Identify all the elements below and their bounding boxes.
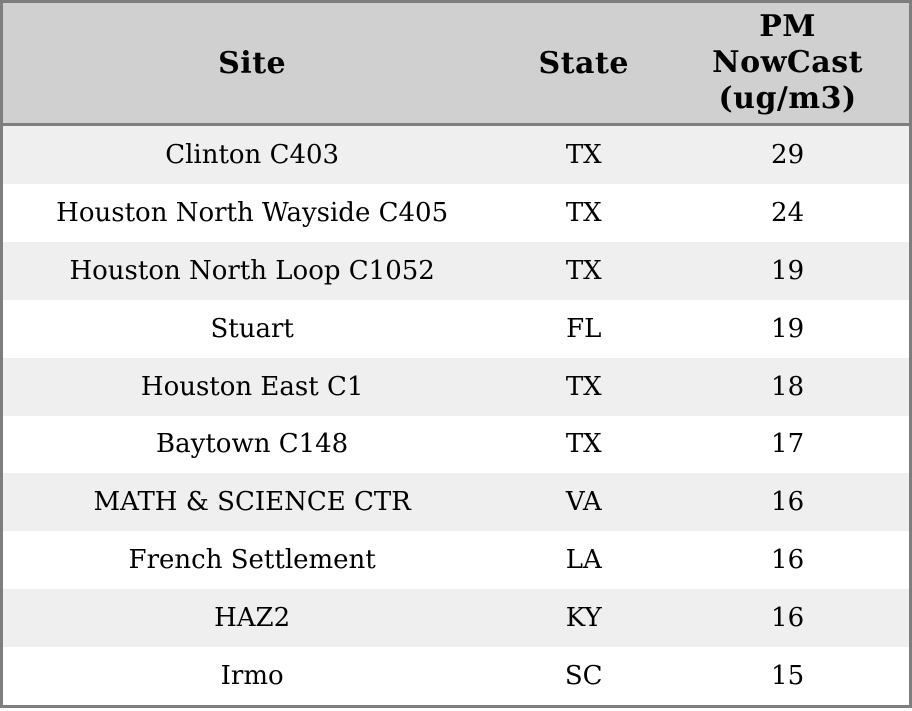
state-cell: VA <box>565 487 602 518</box>
table-header-row: Site State PM NowCast (ug/m3) <box>3 3 909 126</box>
column-header-site: Site <box>218 45 287 81</box>
state-cell: TX <box>565 429 602 460</box>
state-cell: FL <box>566 313 602 344</box>
pm-header-line-3: (ug/m3) <box>718 81 857 116</box>
state-cell: LA <box>565 545 602 576</box>
site-cell: Irmo <box>220 661 284 692</box>
state-cell: TX <box>565 139 602 170</box>
pm-cell: 17 <box>771 429 805 460</box>
pm-cell: 16 <box>771 545 805 576</box>
pm-cell: 19 <box>771 313 805 344</box>
pm-cell: 18 <box>771 371 805 402</box>
site-cell: Houston East C1 <box>140 371 364 402</box>
site-cell: Stuart <box>210 313 294 344</box>
table-row: Baytown C148 TX 17 <box>3 415 909 474</box>
column-header-pm-nowcast: PM NowCast (ug/m3) <box>666 9 909 117</box>
pm-header-line-1: PM <box>759 9 816 44</box>
table-row: Houston North Loop C1052 TX 19 <box>3 241 909 300</box>
table-row: MATH & SCIENCE CTR VA 16 <box>3 473 909 532</box>
table-row: Houston East C1 TX 18 <box>3 357 909 416</box>
table-body: Clinton C403 TX 29 Houston North Wayside… <box>3 126 909 706</box>
table-row: French Settlement LA 16 <box>3 531 909 590</box>
site-cell: HAZ2 <box>214 603 291 634</box>
state-cell: KY <box>565 603 602 634</box>
table-row: HAZ2 KY 16 <box>3 589 909 648</box>
site-cell: Houston North Loop C1052 <box>69 255 435 286</box>
site-cell: Clinton C403 <box>165 139 340 170</box>
table-row: Clinton C403 TX 29 <box>3 126 909 184</box>
state-cell: TX <box>565 371 602 402</box>
pm-cell: 15 <box>771 661 805 692</box>
pm-cell: 24 <box>771 197 805 228</box>
site-cell: Houston North Wayside C405 <box>56 197 449 228</box>
table-row: Houston North Wayside C405 TX 24 <box>3 183 909 242</box>
site-cell: French Settlement <box>128 545 376 576</box>
pm-cell: 16 <box>771 487 805 518</box>
site-cell: Baytown C148 <box>156 429 349 460</box>
pm-cell: 29 <box>771 139 805 170</box>
state-cell: SC <box>564 661 603 692</box>
pm-cell: 16 <box>771 603 805 634</box>
column-header-state: State <box>538 45 629 81</box>
pm-header-line-2: NowCast <box>712 45 863 80</box>
state-cell: TX <box>565 197 602 228</box>
table-row: Irmo SC 15 <box>3 647 909 706</box>
table-row: Stuart FL 19 <box>3 299 909 358</box>
site-cell: MATH & SCIENCE CTR <box>93 487 411 518</box>
state-cell: TX <box>565 255 602 286</box>
pm-cell: 19 <box>771 255 805 286</box>
